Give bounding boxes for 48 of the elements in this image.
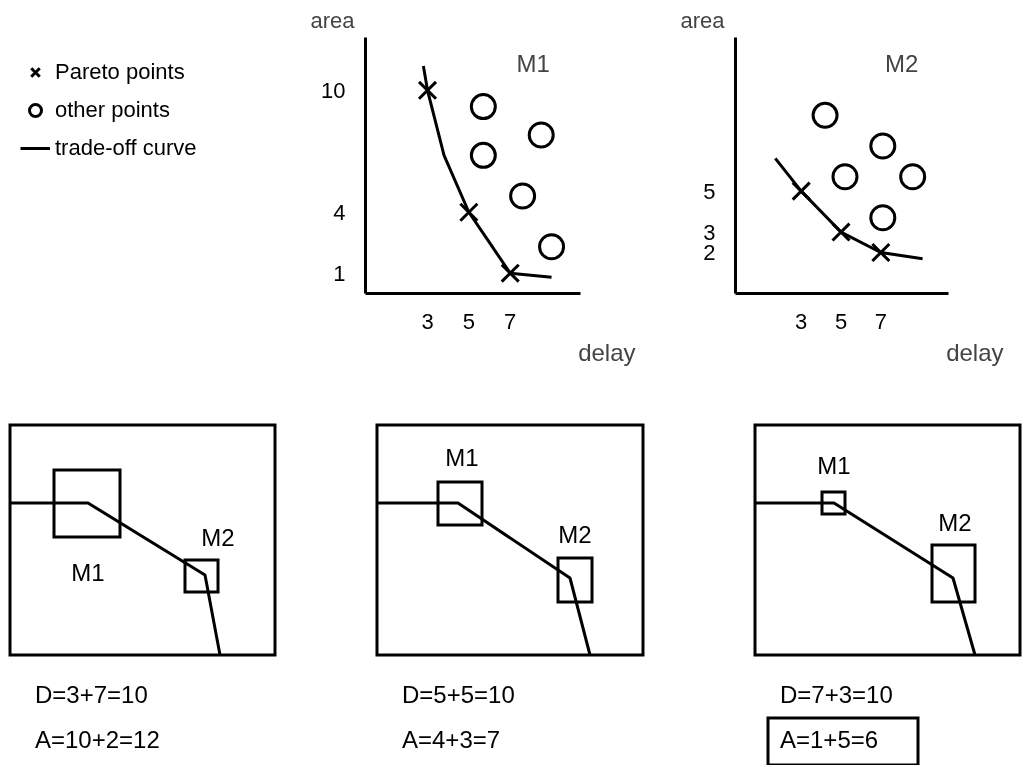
point bbox=[509, 182, 537, 210]
point bbox=[458, 202, 479, 223]
text: D=5+5=10 bbox=[402, 681, 515, 709]
line-series bbox=[773, 156, 925, 261]
y-tick-label: 4 bbox=[333, 199, 346, 225]
y-tick-label: 5 bbox=[703, 178, 716, 204]
point bbox=[869, 204, 897, 232]
x-tick-label: 7 bbox=[874, 308, 887, 334]
legend-label: Pareto points bbox=[55, 59, 185, 85]
point bbox=[831, 163, 859, 191]
y-tick-label: 10 bbox=[321, 77, 346, 103]
text: M1 bbox=[445, 444, 479, 472]
x-axis-title: delay bbox=[578, 338, 636, 366]
y-axis-title: area bbox=[680, 7, 726, 33]
x-axis-title: delay bbox=[946, 338, 1004, 366]
text: M2 bbox=[201, 524, 235, 552]
x-tick-label: 5 bbox=[834, 308, 848, 334]
point bbox=[417, 80, 438, 101]
point bbox=[811, 101, 839, 129]
point bbox=[870, 242, 891, 263]
x-tick-label: 5 bbox=[462, 308, 475, 334]
annotation: M1 bbox=[516, 49, 550, 77]
text: M2 bbox=[558, 521, 592, 549]
point bbox=[831, 222, 851, 243]
text: A=4+3=7 bbox=[402, 726, 501, 754]
text: M2 bbox=[938, 509, 972, 537]
x-tick-label: 3 bbox=[795, 308, 808, 334]
point bbox=[469, 141, 497, 169]
point bbox=[899, 163, 927, 191]
point bbox=[869, 132, 897, 160]
text: M1 bbox=[817, 452, 851, 480]
text: D=7+3=10 bbox=[780, 681, 893, 709]
annotation: M2 bbox=[884, 49, 919, 77]
x-tick-label: 3 bbox=[421, 308, 434, 334]
text: M1 bbox=[71, 559, 105, 587]
y-tick-label: 1 bbox=[333, 260, 346, 286]
y-axis-title: area bbox=[310, 7, 356, 33]
point bbox=[791, 181, 812, 202]
text: D=3+7=10 bbox=[35, 681, 148, 709]
legend-label: trade-off curve bbox=[55, 135, 197, 161]
text: A=1+5=6 bbox=[780, 726, 879, 754]
point bbox=[500, 263, 521, 284]
x-tick-label: 7 bbox=[504, 308, 517, 334]
point bbox=[538, 233, 566, 261]
legend-label: other points bbox=[55, 97, 170, 123]
point bbox=[469, 93, 497, 121]
point bbox=[527, 121, 555, 149]
text: A=10+2=12 bbox=[35, 726, 160, 754]
